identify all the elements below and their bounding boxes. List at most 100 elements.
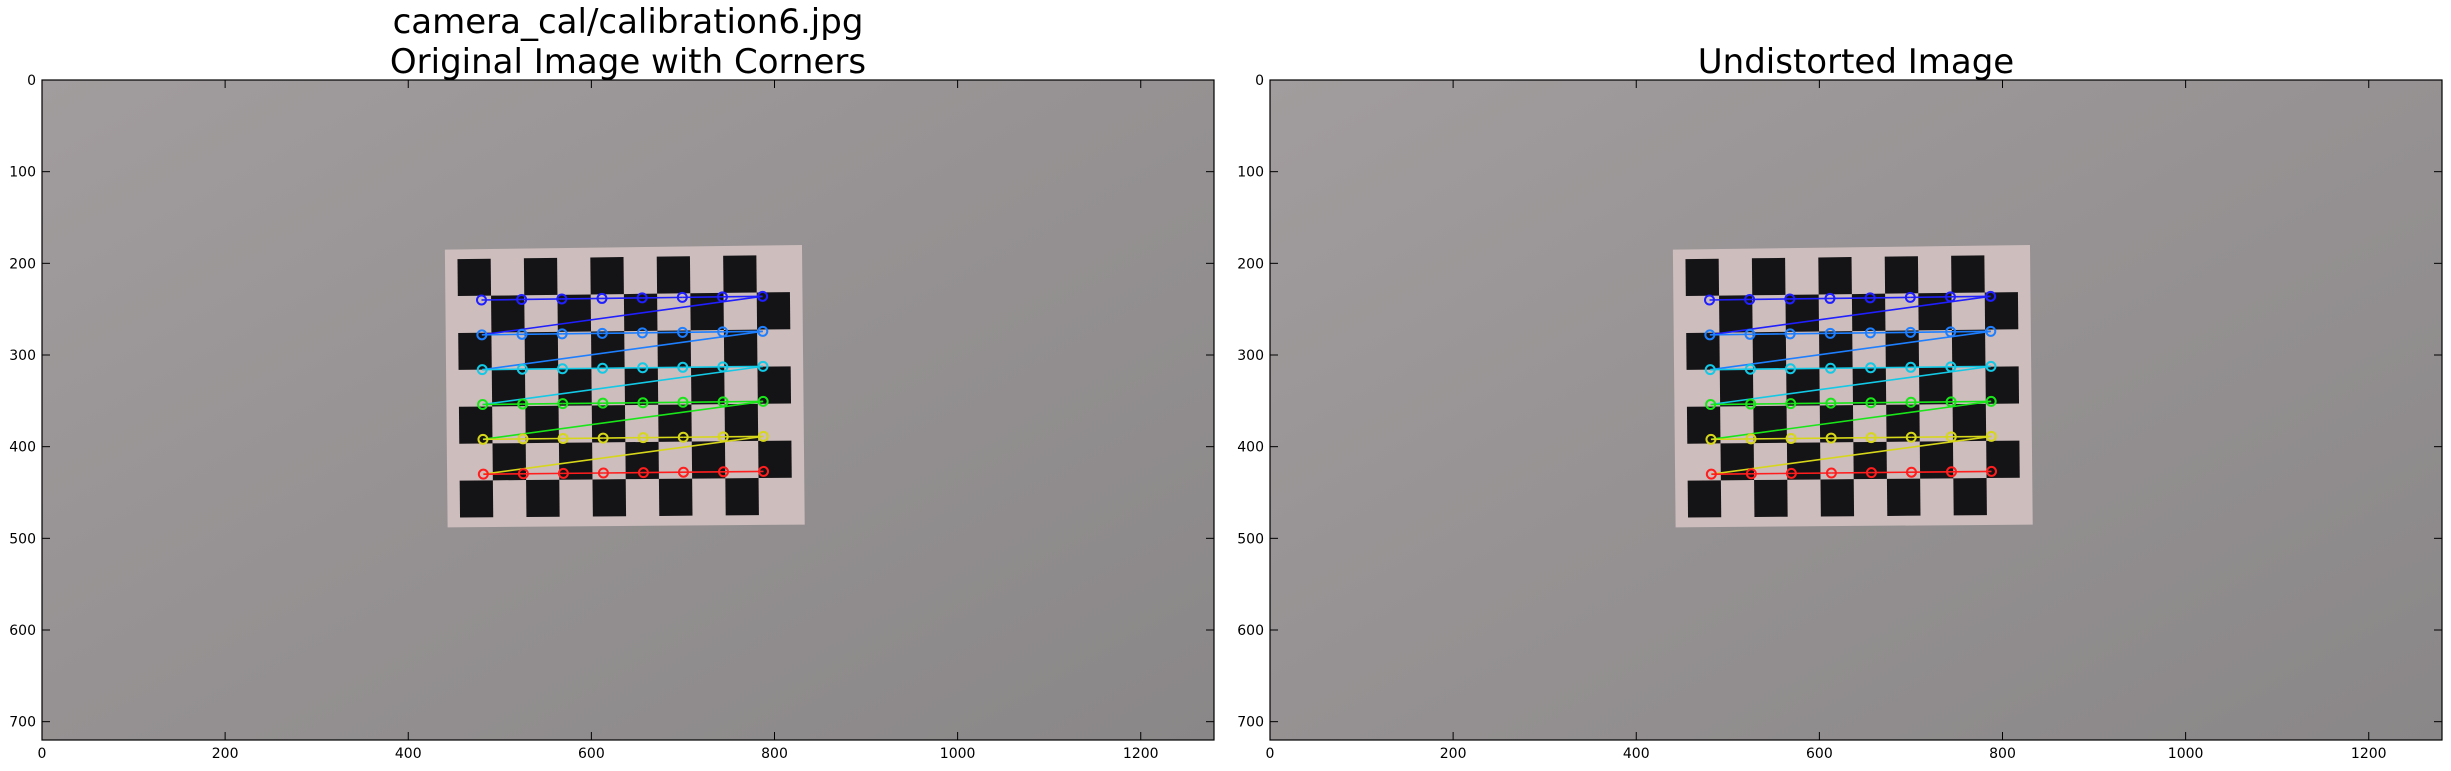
y-tick-label: 300 bbox=[1237, 348, 1264, 364]
y-tick-label: 100 bbox=[9, 165, 36, 181]
corner-marker bbox=[1905, 466, 1917, 478]
checker-square bbox=[1986, 440, 2020, 479]
corner-connector-line bbox=[1749, 298, 1790, 301]
corner-marker bbox=[1985, 430, 1997, 442]
corner-connector-line bbox=[482, 330, 763, 371]
corner-marker bbox=[1784, 363, 1796, 375]
corner-marker bbox=[597, 362, 609, 374]
corner-connector-line bbox=[1711, 435, 1992, 475]
corner-marker bbox=[1784, 328, 1796, 340]
corner-marker bbox=[1705, 468, 1717, 480]
corner-marker bbox=[476, 364, 488, 376]
checker-square bbox=[1785, 294, 1820, 332]
corner-connector-line bbox=[1950, 295, 1991, 298]
checker-square bbox=[658, 478, 693, 516]
corner-connector-line bbox=[682, 296, 723, 299]
corner-marker bbox=[1945, 326, 1957, 338]
corner-marker bbox=[1985, 360, 1997, 372]
x-tick-label: 200 bbox=[212, 746, 239, 762]
y-tick-label: 600 bbox=[9, 623, 36, 639]
corner-marker bbox=[517, 468, 529, 480]
corner-connector-line bbox=[483, 435, 764, 475]
y-tick-label: 0 bbox=[1255, 73, 1264, 89]
checker-square bbox=[724, 403, 759, 442]
corner-marker bbox=[636, 292, 648, 304]
corner-marker bbox=[757, 430, 769, 442]
corner-marker bbox=[1824, 292, 1836, 304]
y-tick-label: 700 bbox=[1237, 715, 1264, 731]
y-tick-label: 400 bbox=[9, 440, 36, 456]
y-tick-label: 500 bbox=[1237, 531, 1264, 547]
corner-connector-line bbox=[1789, 297, 1830, 300]
y-tick-label: 700 bbox=[9, 715, 36, 731]
checker-square bbox=[625, 441, 659, 480]
corner-marker bbox=[1784, 293, 1796, 305]
corner-marker bbox=[1945, 466, 1957, 478]
corner-marker bbox=[1865, 397, 1877, 409]
corner-marker bbox=[517, 398, 529, 410]
corner-marker bbox=[556, 328, 568, 340]
checker-square bbox=[557, 294, 592, 332]
right-panel-title: Undistorted Image bbox=[1270, 2, 2442, 82]
corner-marker bbox=[637, 432, 649, 444]
corner-marker bbox=[1945, 361, 1957, 373]
checker-square bbox=[691, 441, 726, 479]
corner-marker bbox=[1744, 328, 1756, 340]
checker-square bbox=[459, 480, 494, 518]
checker-square bbox=[1919, 367, 1953, 405]
checkerboard-squares bbox=[457, 255, 792, 518]
corner-connector-line bbox=[481, 295, 763, 336]
checker-square bbox=[1754, 479, 1788, 517]
corner-marker bbox=[1865, 432, 1877, 444]
y-tick-label: 300 bbox=[9, 348, 36, 364]
corner-marker bbox=[597, 467, 609, 479]
corner-marker bbox=[517, 433, 529, 445]
axes-frame bbox=[1269, 79, 2443, 741]
corner-marker bbox=[637, 397, 649, 409]
corner-marker bbox=[1905, 396, 1917, 408]
corner-marker bbox=[476, 294, 487, 306]
corner-marker bbox=[557, 467, 569, 479]
checker-square bbox=[1886, 478, 1921, 516]
checker-square bbox=[1952, 403, 1987, 442]
corner-marker bbox=[1865, 362, 1877, 374]
corner-marker bbox=[1825, 397, 1837, 409]
checker-square bbox=[1853, 441, 1887, 480]
corner-connector-line bbox=[1870, 296, 1911, 299]
checker-square bbox=[757, 366, 792, 404]
corner-marker bbox=[1745, 398, 1757, 410]
corner-marker bbox=[516, 363, 528, 375]
left-title-line2: Original Image with Corners bbox=[389, 42, 867, 82]
checker-square bbox=[1985, 366, 2020, 404]
detected-corners-overlay bbox=[1704, 290, 1998, 480]
corner-marker bbox=[1985, 325, 1997, 337]
corner-marker bbox=[1985, 395, 1997, 407]
checker-square bbox=[1919, 441, 1954, 479]
corner-marker bbox=[1824, 327, 1836, 339]
checker-square bbox=[558, 368, 592, 406]
corner-marker bbox=[477, 468, 489, 480]
checker-square bbox=[491, 295, 525, 333]
corner-marker bbox=[677, 466, 689, 478]
x-tick-label: 400 bbox=[1623, 746, 1650, 762]
corner-connector-line bbox=[1829, 297, 1871, 300]
corner-connector-line bbox=[1710, 400, 1992, 441]
corner-marker bbox=[1705, 433, 1717, 445]
corner-marker bbox=[1744, 363, 1756, 375]
corner-marker bbox=[1825, 362, 1837, 374]
axes-frame bbox=[41, 79, 1215, 741]
corner-marker bbox=[717, 431, 729, 443]
corner-marker bbox=[1704, 364, 1716, 376]
corner-connector-line bbox=[1910, 296, 1951, 299]
right-title-line2: Undistorted Image bbox=[1697, 42, 2015, 82]
x-tick-label: 400 bbox=[395, 746, 422, 762]
checker-square bbox=[1687, 480, 1722, 518]
corner-connector-line bbox=[642, 296, 683, 299]
checker-square bbox=[591, 405, 626, 443]
checker-square bbox=[1819, 331, 1853, 369]
checker-square bbox=[1852, 367, 1887, 406]
checker-square bbox=[491, 369, 526, 407]
corner-connector-line bbox=[521, 298, 562, 301]
corner-marker bbox=[758, 465, 770, 477]
